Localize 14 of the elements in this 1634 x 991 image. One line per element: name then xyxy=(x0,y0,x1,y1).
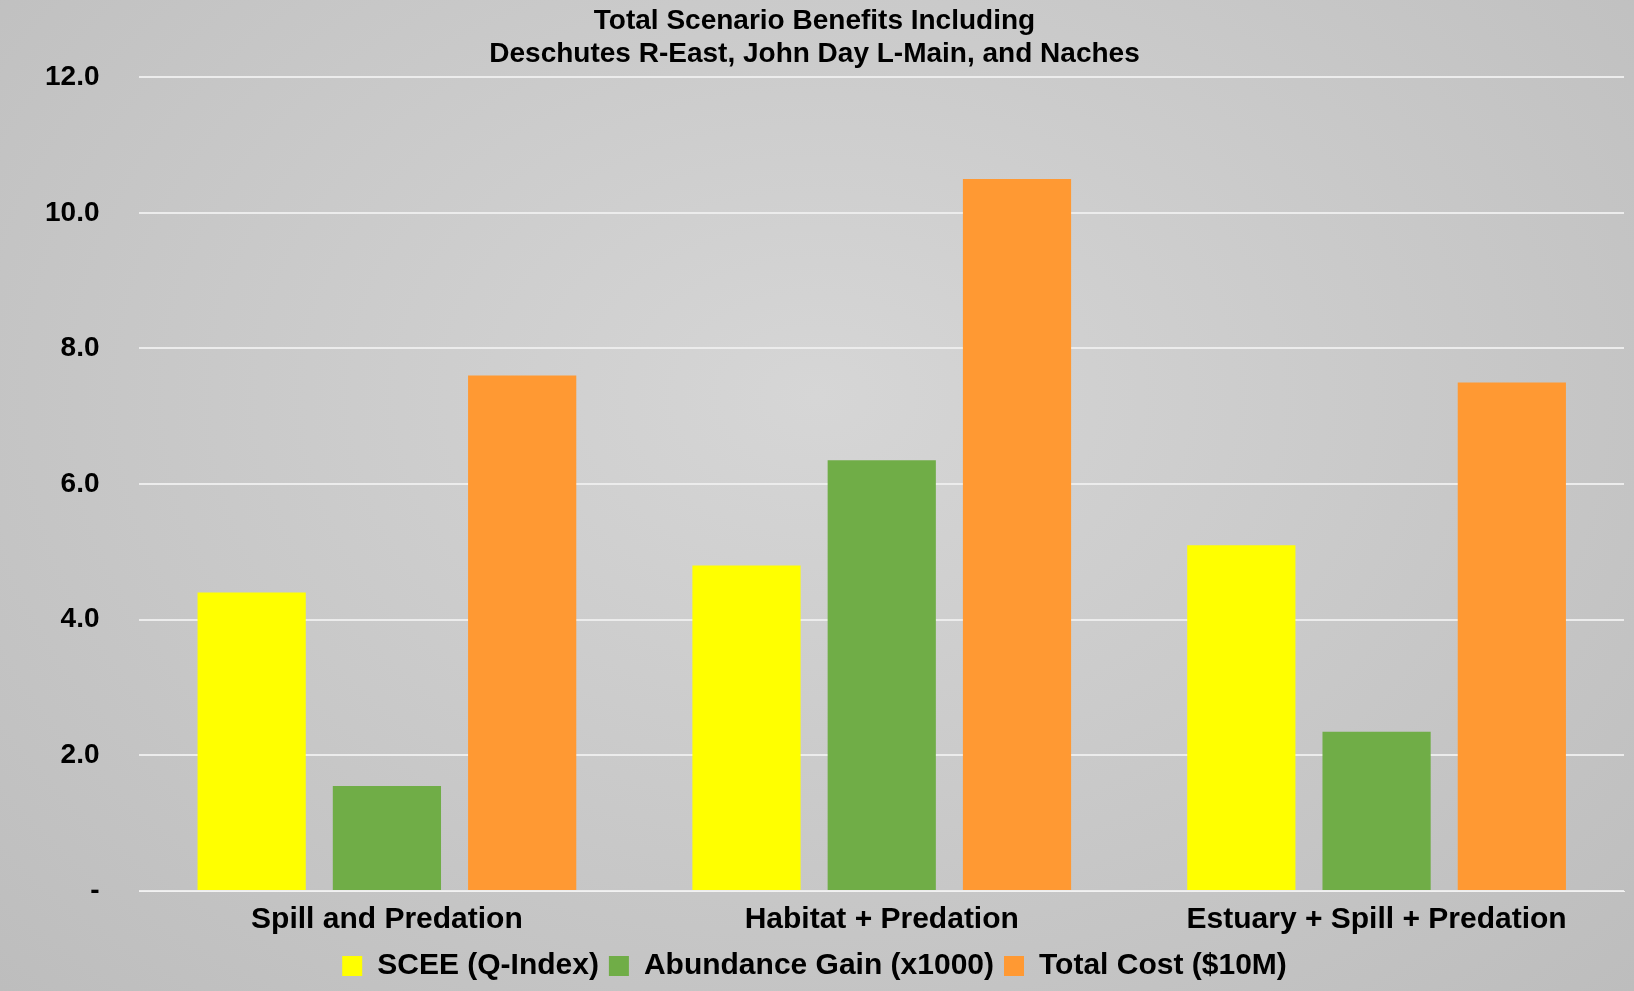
chart-title: Total Scenario Benefits Including Deschutes R-East, John Day L-Main, and Naches xyxy=(489,3,1140,69)
y-tick-label: 12.0 xyxy=(45,59,100,91)
legend-label: SCEE (Q-Index) xyxy=(377,947,599,981)
y-tick-label: 10.0 xyxy=(45,195,100,227)
y-tick-label: 6.0 xyxy=(60,466,100,498)
legend-label: Total Cost ($10M) xyxy=(1039,947,1287,981)
y-tick-label: - xyxy=(90,873,100,905)
y-tick-label: 4.0 xyxy=(60,602,100,634)
y-tick-label: 8.0 xyxy=(60,331,100,363)
x-tick-label: Habitat + Predation xyxy=(744,901,1019,935)
y-tick-label: 2.0 xyxy=(60,738,100,770)
x-tick-label: Estuary + Spill + Predation xyxy=(1186,901,1567,935)
legend-label: Abundance Gain (x1000) xyxy=(643,947,995,981)
x-tick-label: Spill and Predation xyxy=(251,901,523,935)
